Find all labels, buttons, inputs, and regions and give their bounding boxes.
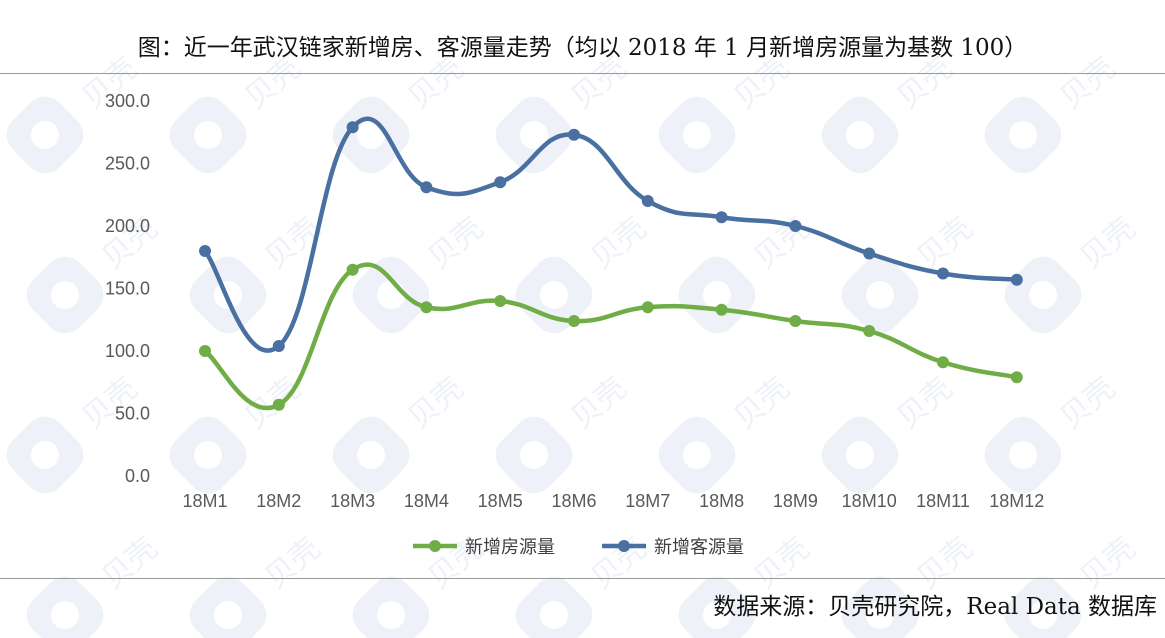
legend-label: 新增房源量: [465, 537, 555, 558]
legend: 新增房源量 新增客源量: [413, 537, 744, 558]
y-tick-label: 0.0: [125, 466, 150, 486]
watermark-logo-icon: 贝壳: [169, 51, 307, 174]
data-point: [715, 303, 728, 316]
watermark-logo-icon: 贝壳: [984, 51, 1122, 174]
series-line-2: [202, 116, 1020, 353]
watermark-text: 贝壳: [728, 371, 796, 436]
series-points: [199, 121, 1023, 411]
data-point: [420, 181, 433, 194]
y-tick-label: 100.0: [105, 341, 150, 361]
watermark-logo-icon: 贝壳: [352, 531, 490, 638]
data-point: [641, 195, 654, 207]
data-point: [199, 345, 211, 357]
data-point: [568, 315, 580, 327]
x-tick-label: 18M10: [842, 491, 897, 511]
y-tick-label: 200.0: [105, 216, 150, 236]
x-tick-label: 18M5: [478, 491, 523, 511]
watermark-text: 贝壳: [911, 211, 979, 276]
x-tick-label: 18M2: [256, 491, 301, 511]
data-point: [863, 325, 876, 337]
data-point: [568, 128, 580, 141]
watermark-text: 贝壳: [259, 531, 327, 596]
data-point: [1010, 273, 1023, 286]
data-point: [937, 356, 949, 369]
legend-marker: [429, 540, 441, 552]
watermark-text: 贝壳: [585, 531, 653, 596]
watermark-text: 贝壳: [1054, 371, 1122, 436]
y-tick-label: 250.0: [105, 154, 150, 174]
data-point: [715, 211, 728, 224]
watermark-logo-icon: 贝壳: [1004, 531, 1142, 638]
x-tick-label: 18M11: [916, 491, 970, 511]
data-point: [494, 295, 507, 307]
data-point: [494, 176, 507, 189]
x-tick-label: 18M3: [330, 491, 375, 511]
y-tick-label: 300.0: [105, 91, 150, 111]
y-tick-label: 150.0: [105, 279, 150, 299]
chart-title: 图：近一年武汉链家新增房、客源量走势（均以 2018 年 1 月新增房源量为基数…: [137, 35, 1028, 61]
watermark-text: 贝壳: [565, 371, 633, 436]
data-point: [937, 267, 949, 280]
legend-marker: [618, 540, 630, 552]
watermark-text: 贝壳: [402, 371, 470, 436]
data-point: [789, 315, 802, 327]
watermark-logo-icon: 贝壳: [841, 531, 979, 638]
watermark-logo-icon: 贝壳: [658, 51, 796, 174]
x-tick-label: 18M7: [625, 491, 670, 511]
legend-item: 新增房源量: [413, 537, 555, 558]
watermark-logo-icon: 贝壳: [169, 371, 307, 494]
data-point: [199, 245, 211, 257]
data-point: [1010, 371, 1023, 384]
data-point: [863, 247, 876, 260]
data-point: [420, 301, 433, 314]
watermark-logo-icon: 贝壳: [495, 371, 633, 494]
watermark-text: 贝壳: [96, 531, 164, 596]
watermark-logo-icon: 贝壳: [984, 371, 1122, 494]
watermark-logo-icon: 贝壳: [332, 51, 470, 174]
y-axis: 0.0 50.0 100.0 150.0 200.0 250.0 300.0: [105, 91, 150, 486]
watermark-logo-icon: 贝壳: [658, 371, 796, 494]
header-divider: [0, 73, 1165, 74]
watermark-logo-icon: 贝壳: [821, 51, 959, 174]
legend-item: 新增客源量: [602, 537, 744, 558]
x-tick-label: 18M9: [773, 491, 818, 511]
data-point: [346, 263, 359, 276]
watermark-logo-icon: 贝壳: [6, 371, 144, 494]
watermark-text: 贝壳: [891, 371, 959, 436]
x-tick-label: 18M1: [182, 491, 227, 511]
data-point: [272, 340, 285, 352]
data-point: [789, 220, 802, 232]
footer-divider: [0, 578, 1165, 579]
watermark-logo-icon: 贝壳: [26, 531, 164, 638]
watermark-logo-icon: 贝壳: [332, 371, 470, 494]
data-point: [346, 121, 359, 134]
data-source: 数据来源：贝壳研究院，Real Data 数据库: [713, 594, 1157, 620]
data-point: [272, 398, 285, 411]
watermark-logo-icon: 贝壳: [821, 371, 959, 494]
watermark-logo-icon: 贝壳: [189, 531, 327, 638]
x-tick-label: 18M12: [989, 491, 1044, 511]
x-axis: 18M1 18M2 18M3 18M4 18M5 18M6 18M7 18M8 18M9 18M1…: [182, 491, 1044, 511]
y-tick-label: 50.0: [115, 404, 150, 424]
watermark-logo-icon: 贝壳: [352, 211, 490, 334]
x-tick-label: 18M6: [551, 491, 596, 511]
watermark-text: 贝壳: [1074, 211, 1142, 276]
data-point: [641, 301, 654, 314]
legend-label: 新增客源量: [654, 537, 744, 558]
watermark-text: 贝壳: [585, 211, 653, 276]
x-tick-label: 18M4: [404, 491, 449, 511]
x-tick-label: 18M8: [699, 491, 744, 511]
watermark-text: 贝壳: [422, 211, 490, 276]
